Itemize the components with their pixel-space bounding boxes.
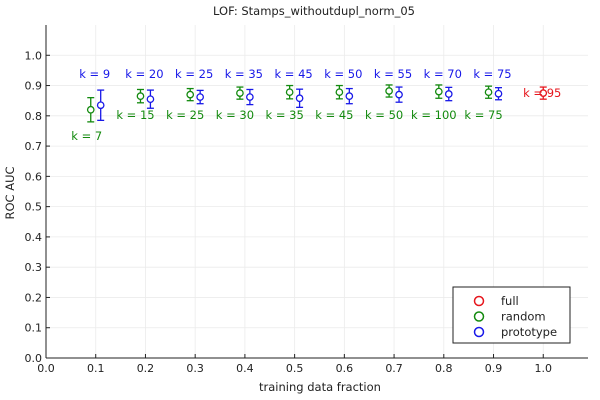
- y-tick-label: 0.6: [25, 170, 43, 183]
- x-tick-label: 1.0: [534, 362, 552, 375]
- legend-box: [452, 286, 571, 344]
- chart-title: LOF: Stamps_withoutdupl_norm_05: [213, 4, 415, 18]
- random-point: [186, 90, 195, 99]
- prototype-point: [96, 101, 105, 110]
- legend-marker-random: [473, 311, 485, 322]
- x-tick-label: 0.1: [87, 362, 105, 375]
- prototype-k-label: k = 70: [424, 67, 462, 81]
- prototype-k-label: k = 45: [274, 67, 312, 81]
- y-tick-label: 0.3: [25, 261, 43, 274]
- y-tick-label: 0.4: [25, 231, 43, 244]
- legend-label-full: full: [501, 294, 519, 308]
- y-tick-label: 0.1: [25, 322, 43, 335]
- prototype-k-label: k = 9: [79, 67, 110, 81]
- prototype-k-label: k = 75: [473, 67, 511, 81]
- x-tick-label: 0.3: [186, 362, 204, 375]
- x-tick-label: 0.2: [137, 362, 155, 375]
- random-point: [484, 88, 493, 97]
- prototype-point: [494, 89, 503, 98]
- prototype-k-label: k = 20: [125, 67, 163, 81]
- random-k-label: k = 15: [116, 108, 154, 122]
- random-point: [385, 87, 393, 95]
- random-k-label: k = 50: [365, 108, 403, 122]
- prototype-k-label: k = 50: [324, 67, 362, 81]
- prototype-point: [395, 90, 403, 99]
- random-point: [86, 105, 95, 114]
- y-tick-label: 0.7: [25, 140, 43, 153]
- random-point: [236, 89, 244, 97]
- random-k-label: k = 30: [216, 108, 254, 122]
- y-axis-label: ROC AUC: [3, 166, 17, 219]
- x-tick-label: 0.9: [485, 362, 503, 375]
- prototype-point: [295, 94, 304, 103]
- y-tick-label: 0.0: [25, 352, 43, 365]
- prototype-k-label: k = 35: [225, 67, 263, 81]
- x-tick-label: 0.7: [385, 362, 403, 375]
- prototype-k-label: k = 55: [374, 67, 412, 81]
- prototype-point: [246, 93, 254, 101]
- random-k-label: k = 7: [71, 129, 102, 143]
- random-k-label: k = 100: [411, 108, 457, 122]
- y-tick-label: 0.8: [25, 110, 43, 123]
- x-tick-label: 0.5: [286, 362, 304, 375]
- label-layer: k = 9 k = 20 k = 25 k = 35 k = 45 k = 50 k = 5…: [71, 67, 561, 143]
- legend-label-random: random: [501, 310, 546, 324]
- prototype-point: [444, 90, 453, 98]
- legend-marker-prototype: [473, 326, 485, 338]
- prototype-point: [146, 95, 155, 104]
- legend-label-prototype: prototype: [501, 325, 557, 339]
- random-k-label: k = 75: [464, 108, 502, 122]
- random-point: [335, 88, 344, 97]
- y-tick-label: 0.2: [25, 291, 43, 304]
- prototype-point: [345, 92, 354, 100]
- data-layer: [86, 84, 548, 123]
- y-tick-label: 0.9: [25, 80, 43, 93]
- random-k-label: k = 45: [315, 108, 353, 122]
- full-point: [539, 89, 548, 97]
- full-k-label: k = 95: [523, 86, 561, 100]
- y-tick-label: 1.0: [25, 49, 43, 62]
- axes-layer: 0.0 0.1 0.2 0.3 0.4 0.5 0.6 0.7 0.8 0.9 1.0 0.0 0.1 0…: [25, 25, 588, 375]
- prototype-k-label: k = 25: [175, 67, 213, 81]
- random-point: [434, 87, 443, 96]
- random-point: [136, 92, 145, 100]
- prototype-point: [196, 93, 204, 101]
- random-k-label: k = 25: [166, 108, 204, 122]
- x-tick-label: 0.8: [435, 362, 453, 375]
- y-tick-label: 0.5: [25, 201, 43, 214]
- x-axis-label: training data fraction: [259, 380, 381, 394]
- legend-marker-full: [473, 295, 485, 307]
- x-tick-label: 0.6: [336, 362, 354, 375]
- random-k-label: k = 35: [266, 108, 304, 122]
- random-point: [285, 88, 294, 97]
- x-tick-label: 0.0: [37, 362, 55, 375]
- x-tick-label: 0.4: [236, 362, 254, 375]
